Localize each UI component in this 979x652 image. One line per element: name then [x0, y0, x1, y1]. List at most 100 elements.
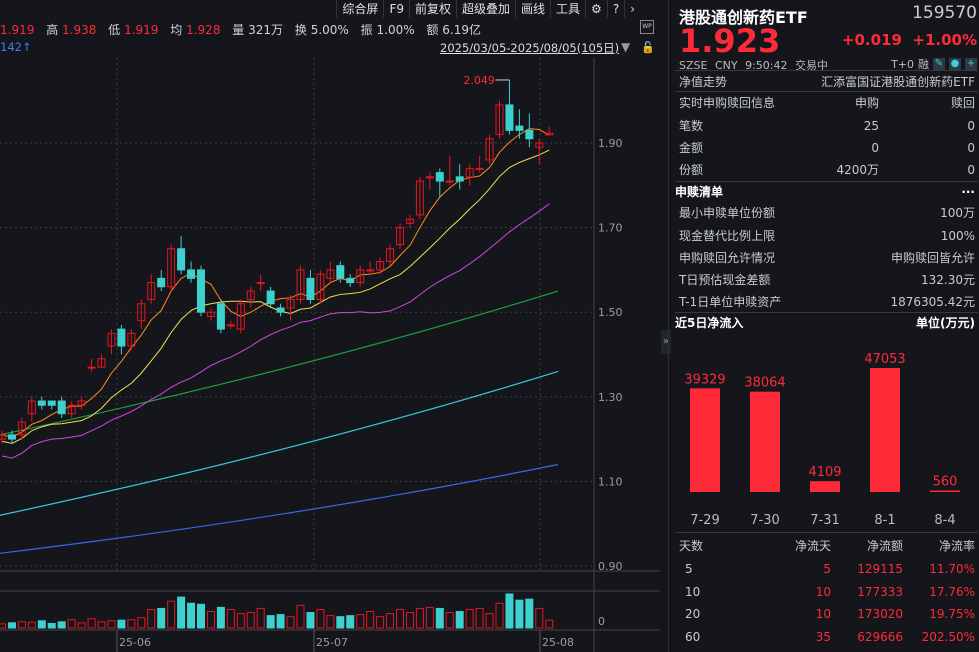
quote-bar: 1.919 高 1.938 低 1.919 均 1.928 量 321万 换 5… [0, 21, 489, 39]
volume-bar [495, 602, 504, 629]
triangle-down-icon[interactable]: ▼ [621, 40, 631, 54]
candle-body [515, 125, 524, 131]
question-icon[interactable]: ? [606, 0, 624, 18]
collapse-panel-icon[interactable]: » [661, 330, 671, 354]
bell-icon[interactable]: ● [949, 58, 961, 70]
toolbar-tools[interactable]: 工具 [550, 0, 585, 18]
candle-body [505, 104, 514, 131]
col-flow-amount: 净流额 [866, 539, 903, 553]
volume-bar [7, 622, 16, 629]
inflow-header: 近5日净流入 单位(万元) [675, 313, 975, 332]
volume-bar [236, 613, 245, 629]
volume-bar [37, 620, 46, 629]
toolbar-overview[interactable]: 综合屏 [336, 0, 383, 18]
flow-amount: 177333 [857, 584, 903, 599]
volume-bar [177, 596, 186, 629]
plus-icon[interactable]: + [965, 58, 977, 70]
list-row: 申购赎回允许情况 申购赎回皆允许 [679, 248, 975, 267]
change-value: +0.019 [841, 31, 902, 49]
chevron-right-icon[interactable]: › [624, 0, 640, 18]
inflow-bar [930, 490, 960, 492]
nav-trend-label[interactable]: 净值走势 [679, 75, 728, 89]
max-price-label: 2.049 [463, 74, 495, 87]
row-sub: 25 [863, 118, 879, 133]
amount-item: 额 6.19亿 [426, 23, 481, 37]
more-icon[interactable]: ··· [961, 184, 975, 199]
candle-body [475, 167, 484, 170]
amplitude-value: 1.00% [376, 23, 415, 37]
candle-body [346, 277, 355, 284]
volume-bar [386, 613, 395, 629]
kline-chart[interactable]: 1.90 1.70 1.50 1.30 1.10 0.90 2.049 0 25-06 25-07… [0, 58, 660, 652]
volume-bar [266, 615, 275, 629]
volume-bar [286, 616, 295, 629]
moving-average-line [1, 203, 550, 459]
y-tick-label: 1.30 [598, 391, 623, 404]
volume-bar [525, 598, 534, 629]
toolbar-adjust[interactable]: 前复权 [408, 0, 456, 18]
volume-bar [137, 617, 146, 629]
realtime-header: 实时申购赎回信息 申购 赎回 [679, 93, 975, 112]
candle-body [117, 328, 126, 347]
list-row: T-1日单位申赎资产 1876305.42元 [679, 292, 975, 311]
quote-time: 9:50:42 [745, 59, 788, 72]
high-value: 1.938 [62, 23, 97, 37]
candle-body [47, 400, 56, 406]
candle-body [137, 303, 146, 322]
fund-name: 港股通创新药ETF [679, 8, 808, 27]
amplitude-label: 振 [360, 23, 373, 37]
volume-bar [117, 619, 126, 629]
volume-bar [0, 623, 6, 629]
date-range[interactable]: 2025/03/05-2025/08/05(105日) [440, 41, 620, 55]
nav-row[interactable]: 净值走势 汇添富国证港股通创新药ETF [679, 72, 975, 91]
x-tick-label: 25-07 [316, 636, 348, 649]
row-sub: 4200万 [836, 163, 879, 177]
volume-bar [445, 612, 454, 629]
flow-rate: 202.50% [921, 629, 975, 644]
wp-icon[interactable]: WP [640, 20, 654, 34]
gear-icon[interactable]: ⚙ [585, 0, 607, 18]
toolbar-draw[interactable]: 画线 [515, 0, 550, 18]
toolbar-f9[interactable]: F9 [383, 0, 409, 18]
moving-average-line [1, 149, 550, 444]
inflow-date-label: 7-31 [810, 513, 840, 528]
volume-bar [167, 600, 176, 629]
volume-bar [376, 616, 385, 629]
moving-average-line [0, 370, 559, 516]
row-label: 金额 [679, 141, 704, 155]
candle-body [356, 269, 365, 284]
y-tick-label: 1.70 [598, 222, 623, 235]
toolbar-overlay[interactable]: 超级叠加 [456, 0, 515, 18]
trading-status: 交易中 [795, 59, 828, 72]
candle-body [127, 332, 136, 347]
candle-body [17, 421, 26, 436]
candle-body [535, 142, 544, 148]
volume-bar [505, 593, 514, 629]
volume-bar [296, 604, 305, 629]
candle-body [316, 273, 325, 301]
candle-body [236, 303, 245, 330]
fund-code: 159570 [912, 3, 977, 23]
low-value: 1.919 [124, 23, 159, 37]
days: 5 [685, 561, 693, 576]
pencil-icon[interactable]: ✎ [933, 58, 945, 70]
volume-bar [206, 611, 215, 629]
candle-body [67, 404, 76, 415]
candle-body [376, 260, 385, 271]
vol-label: 量 [232, 23, 245, 37]
row-label: T日预估现金差额 [679, 273, 771, 287]
volume-bar [425, 606, 434, 629]
volume-bar [157, 607, 166, 629]
lock-icon[interactable]: 🔓 [641, 41, 655, 54]
volume-bar [17, 621, 26, 629]
candle-body [246, 290, 255, 301]
amplitude-item: 振 1.00% [361, 23, 415, 37]
inflow-date-label: 7-30 [750, 513, 780, 528]
volume-bar [435, 607, 444, 629]
list-row: 现金替代比例上限 100% [679, 226, 975, 245]
list-title: 申赎清单 [675, 185, 724, 199]
inflow-bar [690, 388, 720, 492]
list-row: T日预估现金差额 132.30元 [679, 270, 975, 289]
row-label: 份额 [679, 163, 704, 177]
vol-value: 321万 [248, 23, 284, 37]
